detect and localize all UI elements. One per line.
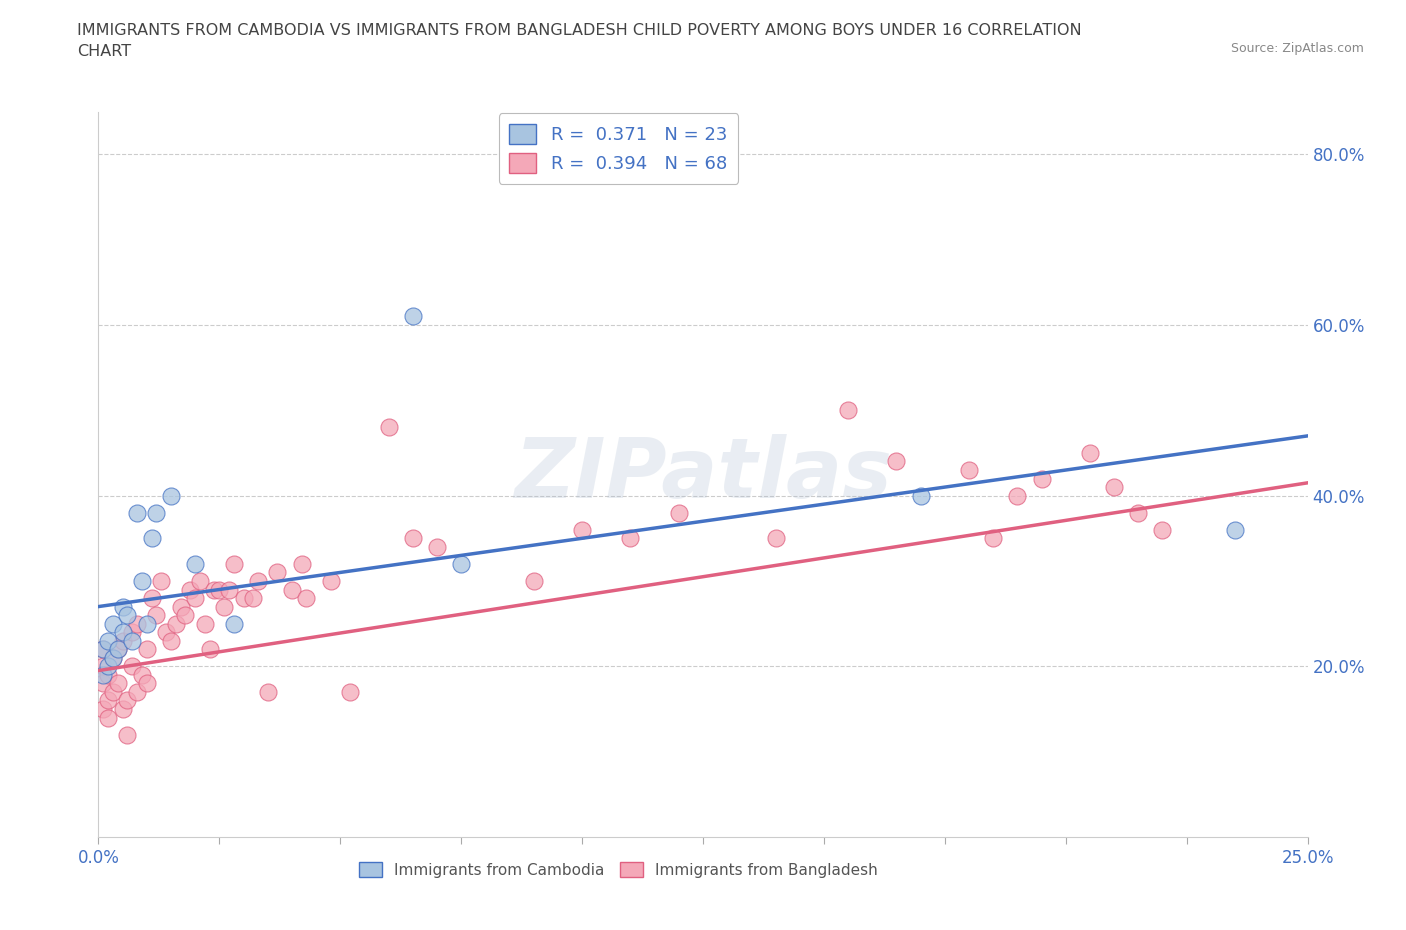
Point — [1007, 488, 1029, 503]
Point — [256, 684, 278, 699]
Point — [155, 625, 177, 640]
Legend: Immigrants from Cambodia, Immigrants from Bangladesh: Immigrants from Cambodia, Immigrants fro… — [353, 856, 884, 884]
Point — [247, 574, 270, 589]
Point — [242, 591, 264, 605]
Point — [212, 599, 235, 614]
Text: IMMIGRANTS FROM CAMBODIA VS IMMIGRANTS FROM BANGLADESH CHILD POVERTY AMONG BOYS : IMMIGRANTS FROM CAMBODIA VS IMMIGRANTS F… — [77, 23, 1083, 60]
Point — [101, 684, 124, 699]
Point — [571, 523, 593, 538]
Point — [111, 599, 134, 614]
Point — [208, 582, 231, 597]
Point — [150, 574, 173, 589]
Point — [290, 556, 312, 571]
Point — [117, 607, 139, 622]
Point — [91, 642, 114, 657]
Point — [619, 531, 641, 546]
Text: Source: ZipAtlas.com: Source: ZipAtlas.com — [1230, 42, 1364, 55]
Point — [111, 633, 134, 648]
Point — [91, 701, 114, 716]
Point — [117, 693, 139, 708]
Point — [169, 599, 191, 614]
Point — [957, 462, 980, 477]
Point — [198, 642, 221, 657]
Point — [91, 668, 114, 683]
Point — [111, 625, 134, 640]
Point — [107, 642, 129, 657]
Point — [222, 556, 245, 571]
Point — [121, 633, 143, 648]
Point — [377, 420, 399, 435]
Point — [523, 574, 546, 589]
Point — [141, 531, 163, 546]
Point — [135, 617, 157, 631]
Point — [91, 676, 114, 691]
Point — [281, 582, 304, 597]
Point — [179, 582, 201, 597]
Point — [184, 556, 207, 571]
Point — [131, 668, 153, 683]
Point — [402, 531, 425, 546]
Point — [222, 617, 245, 631]
Point — [101, 617, 124, 631]
Point — [837, 403, 859, 418]
Point — [91, 642, 114, 657]
Point — [232, 591, 254, 605]
Point — [97, 711, 120, 725]
Point — [765, 531, 787, 546]
Text: ZIPatlas: ZIPatlas — [515, 433, 891, 515]
Point — [141, 591, 163, 605]
Point — [218, 582, 240, 597]
Point — [127, 617, 149, 631]
Point — [117, 727, 139, 742]
Point — [145, 505, 167, 520]
Point — [107, 676, 129, 691]
Point — [402, 309, 425, 324]
Point — [160, 488, 183, 503]
Point — [668, 505, 690, 520]
Point — [1031, 472, 1053, 486]
Point — [339, 684, 361, 699]
Point — [97, 693, 120, 708]
Point — [886, 454, 908, 469]
Point — [1078, 445, 1101, 460]
Point — [295, 591, 318, 605]
Point — [101, 650, 124, 665]
Point — [910, 488, 932, 503]
Point — [160, 633, 183, 648]
Point — [91, 658, 114, 673]
Point — [266, 565, 288, 580]
Point — [450, 556, 472, 571]
Point — [127, 684, 149, 699]
Point — [121, 658, 143, 673]
Point — [204, 582, 226, 597]
Point — [165, 617, 187, 631]
Point — [184, 591, 207, 605]
Point — [127, 505, 149, 520]
Point — [319, 574, 342, 589]
Point — [1128, 505, 1150, 520]
Point — [97, 668, 120, 683]
Point — [426, 539, 449, 554]
Point — [1223, 523, 1246, 538]
Point — [194, 617, 217, 631]
Point — [97, 658, 120, 673]
Point — [111, 701, 134, 716]
Point — [135, 642, 157, 657]
Point — [131, 574, 153, 589]
Point — [135, 676, 157, 691]
Point — [981, 531, 1004, 546]
Point — [1152, 523, 1174, 538]
Point — [174, 607, 197, 622]
Point — [188, 574, 211, 589]
Point — [121, 625, 143, 640]
Point — [97, 633, 120, 648]
Point — [107, 642, 129, 657]
Point — [1102, 480, 1125, 495]
Point — [145, 607, 167, 622]
Point — [101, 650, 124, 665]
